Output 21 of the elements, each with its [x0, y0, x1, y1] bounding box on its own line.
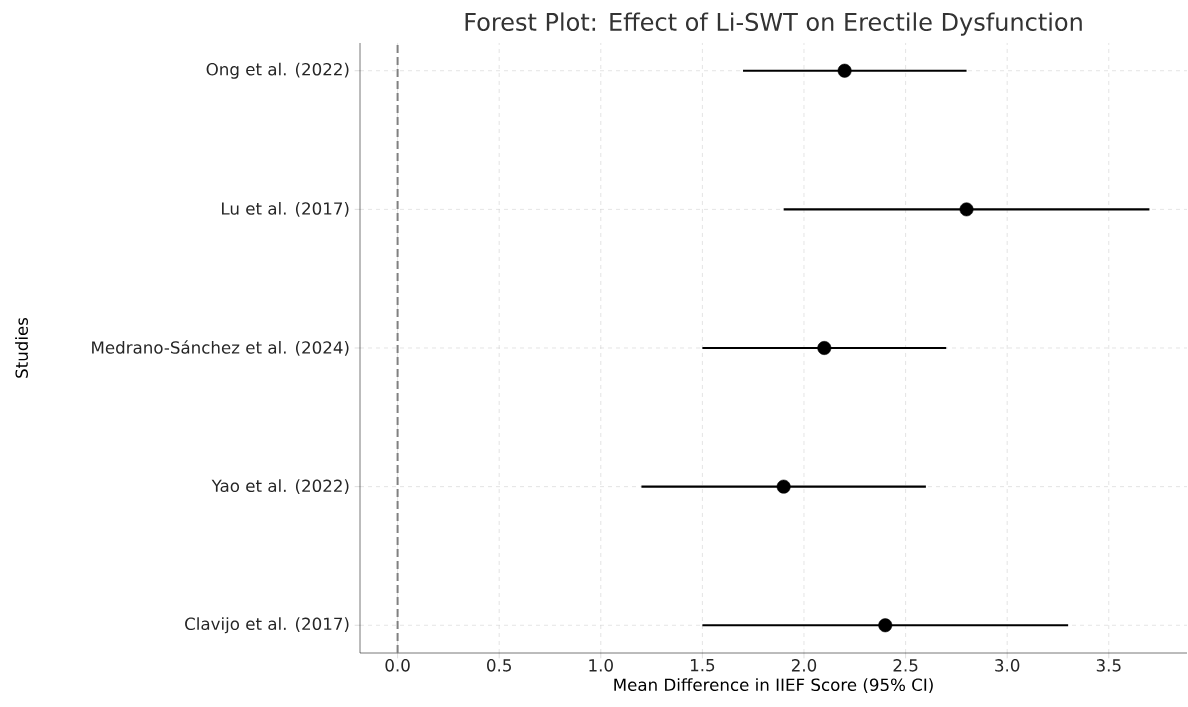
point	[817, 341, 832, 355]
y-tick-label: Medrano-Sánchez et al. (2024)	[92, 340, 349, 356]
point	[878, 618, 893, 633]
x-tick-label: 1.5	[690, 659, 715, 672]
x-tick-label: 2.0	[791, 659, 817, 672]
x-tick-label: 0.0	[385, 659, 410, 672]
x-tick-label: 1.0	[589, 659, 613, 672]
point	[837, 63, 852, 78]
x-tick-label: 3.0	[995, 659, 1020, 672]
y-tick-label: Yao et al. (2022)	[211, 479, 349, 495]
y-tick-label: Lu et al. (2017)	[222, 201, 349, 217]
point	[776, 479, 791, 494]
y-axis-title: Studies	[15, 317, 28, 378]
y-tick-label: Clavijo et al. (2017)	[185, 617, 349, 634]
x-tick-label: 2.5	[893, 659, 918, 672]
x-tick-label: 3.5	[1096, 659, 1121, 672]
x-tick-label: 0.5	[487, 659, 511, 672]
y-tick-label: Ong et al. (2022)	[206, 62, 349, 79]
point	[959, 202, 974, 217]
x-axis-title: Mean Difference in IIEF Score (95% CI)	[614, 678, 933, 693]
chart-title: Forest Plot: Effect of Li-SWT on Erectile Dysfunction	[465, 12, 1082, 36]
